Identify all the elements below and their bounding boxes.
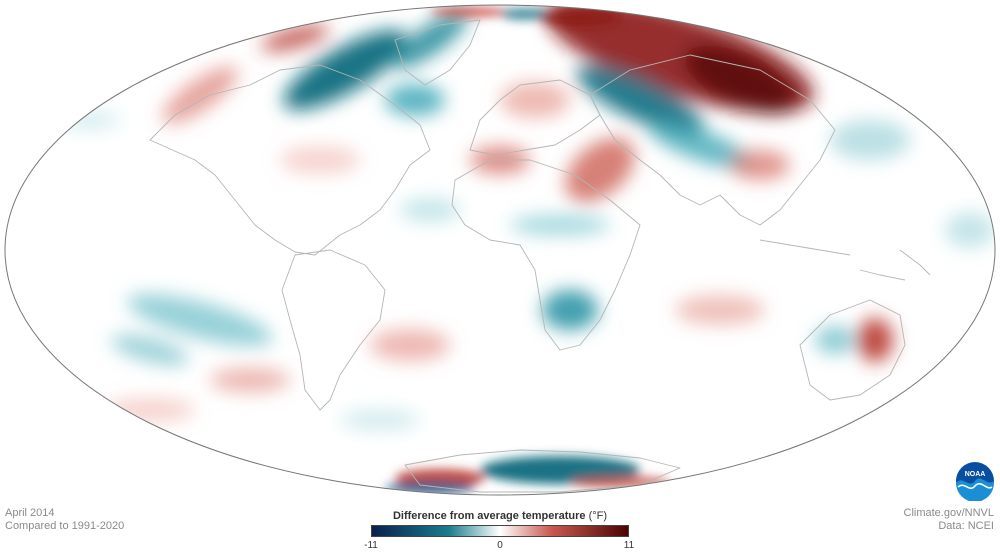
map-comparison: Compared to 1991-2020 [5,520,125,532]
legend-title: Difference from average temperature [392,510,586,522]
legend-min-label: -11 [364,540,378,551]
anomaly-layer [60,5,995,494]
legend-color-bar [371,525,629,537]
land-outlines [149,19,931,493]
map-date: April 2014 [5,507,55,519]
legend-unit: (°F) [588,510,608,522]
noaa-logo-text: NOAA [965,471,986,478]
legend-max-label: 11 [623,540,635,551]
legend-mid-label: 0 [497,540,503,551]
credits: Climate.gov/NNVL Data: NCEI [904,507,994,533]
temperature-anomaly-map [4,4,996,496]
globe-outline [4,4,996,496]
credit-data: Data: NCEI [938,520,994,532]
credit-site: Climate.gov/NNVL [903,507,994,519]
antarctica-anomalies [385,7,670,494]
map-info: April 2014 Compared to 1991-2020 [5,507,124,533]
noaa-logo-icon: NOAA [956,462,994,501]
legend-title-row: Difference from average temperature (°F) [300,510,700,522]
